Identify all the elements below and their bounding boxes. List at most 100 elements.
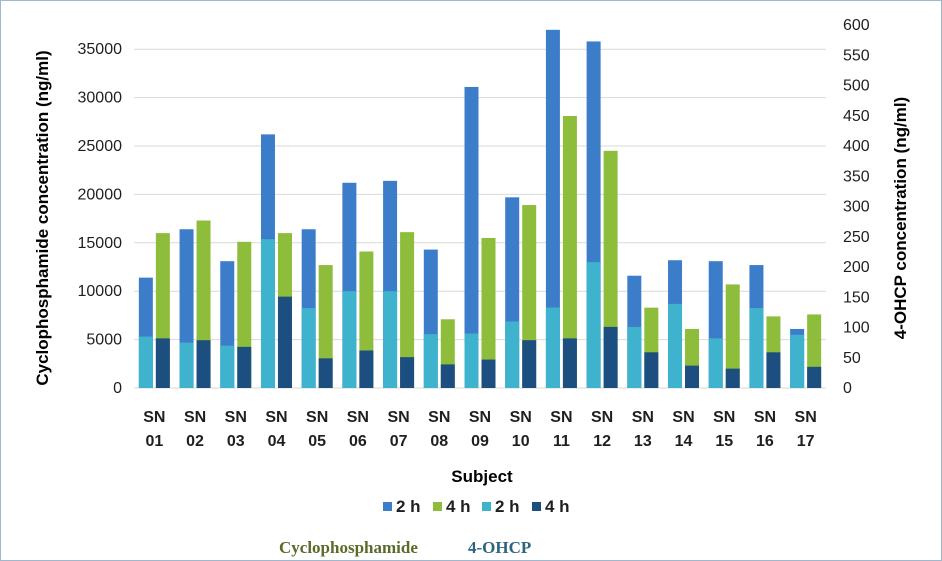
bar-4-ohcp-2h — [301, 308, 316, 388]
legend-swatch — [383, 502, 392, 511]
bars — [138, 29, 822, 389]
bar-4-ohcp-2h — [668, 303, 683, 388]
category-label-line1: SN — [550, 409, 572, 426]
category-label-line2: 03 — [227, 433, 245, 450]
legend-entry-label: 2 h — [396, 497, 421, 516]
category-label-line1: SN — [306, 409, 328, 426]
category-label-line2: 09 — [471, 433, 489, 450]
category-label-line1: SN — [672, 409, 694, 426]
category-label-line2: 01 — [145, 433, 163, 450]
bar-4-ohcp-4h — [237, 346, 252, 388]
y-tick-label: 15000 — [78, 235, 123, 252]
bar-cyclophosphamide-4h — [400, 232, 415, 388]
bar-4-ohcp-2h — [220, 345, 235, 388]
category-label-line2: 11 — [553, 433, 570, 450]
bar-4-ohcp-4h — [196, 340, 211, 388]
bar-4-ohcp-2h — [464, 333, 479, 388]
legend-group-notes: Cyclophosphamide 4-OHCP — [279, 538, 531, 557]
y2-tick-label: 50 — [843, 350, 861, 367]
bar-4-ohcp-4h — [318, 358, 333, 388]
bar-4-ohcp-2h — [423, 334, 438, 388]
y2-tick-label: 600 — [843, 17, 870, 34]
category-label-line2: 17 — [797, 433, 815, 450]
category-label-line1: SN — [754, 409, 776, 426]
bar-4-ohcp-2h — [790, 334, 805, 388]
y2-tick-label: 400 — [843, 138, 870, 155]
bar-4-ohcp-4h — [440, 364, 455, 388]
bar-4-ohcp-2h — [627, 326, 642, 388]
category-label-line2: 05 — [308, 433, 326, 450]
legend-entry-label: 2 h — [495, 497, 520, 516]
bar-4-ohcp-4h — [277, 296, 292, 388]
category-label-line1: SN — [469, 409, 491, 426]
bar-cyclophosphamide-4h — [562, 115, 577, 388]
y-axis-title: Cyclophosphamide concentration (ng/ml) — [33, 50, 52, 385]
right-axis-ticks: 0 50 100 150 200 250 300 350 400 450 500 550 600 — [843, 17, 870, 397]
legend-swatch — [532, 502, 541, 511]
bar-4-ohcp-4h — [725, 368, 740, 388]
category-labels: SN 01 SN 02 SN 03 SN 04 SN 05 SN 06 SN 07 SN 08 SN 09 SN 10… — [143, 409, 817, 450]
y2-tick-label: 450 — [843, 108, 870, 125]
category-label-line2: 02 — [186, 433, 204, 450]
bar-4-ohcp-2h — [749, 308, 764, 388]
y2-tick-label: 0 — [843, 380, 852, 397]
category-label-line1: SN — [713, 409, 735, 426]
category-label-line1: SN — [591, 409, 613, 426]
category-label-line1: SN — [347, 409, 369, 426]
y2-axis-title: 4-OHCP concentration (ng/ml) — [891, 97, 910, 339]
category-label-line1: SN — [225, 409, 247, 426]
bar-4-ohcp-2h — [138, 336, 153, 388]
y2-tick-label: 250 — [843, 229, 870, 246]
bar-cyclophosphamide-2h — [464, 86, 479, 389]
bar-4-ohcp-4h — [522, 340, 537, 388]
category-label-line2: 12 — [593, 433, 611, 450]
legend-swatch — [482, 502, 491, 511]
category-label-line1: SN — [387, 409, 409, 426]
legend-entry-label: 4 h — [545, 497, 570, 516]
category-label-line1: SN — [510, 409, 532, 426]
category-label-line1: SN — [795, 409, 817, 426]
y-tick-label: 0 — [113, 380, 122, 397]
bar-4-ohcp-2h — [586, 262, 601, 388]
category-label-line2: 04 — [268, 433, 286, 450]
category-label-line2: 10 — [512, 433, 530, 450]
bar-4-ohcp-4h — [400, 357, 415, 388]
y2-tick-label: 300 — [843, 199, 870, 216]
bar-4-ohcp-4h — [562, 338, 577, 388]
y2-tick-label: 500 — [843, 78, 870, 95]
legend-entry-label: 4 h — [446, 497, 471, 516]
bar-4-ohcp-4h — [481, 359, 496, 388]
category-label-line1: SN — [632, 409, 654, 426]
category-label-line2: 14 — [675, 433, 693, 450]
bar-cyclophosphamide-2h — [545, 29, 560, 389]
bar-cyclophosphamide-4h — [481, 237, 496, 388]
left-axis-ticks: 0 5000 10000 15000 20000 25000 30000 35000 — [78, 41, 123, 397]
category-label-line1: SN — [265, 409, 287, 426]
category-label-line1: SN — [428, 409, 450, 426]
legend-group-4-ohcp: 4-OHCP — [468, 538, 531, 557]
bar-4-ohcp-2h — [342, 291, 357, 388]
legend-swatch — [433, 502, 442, 511]
y2-tick-label: 150 — [843, 289, 870, 306]
category-label-line2: 08 — [430, 433, 448, 450]
y2-tick-label: 200 — [843, 259, 870, 276]
bar-4-ohcp-2h — [179, 342, 194, 388]
bar-4-ohcp-2h — [505, 321, 520, 388]
bar-4-ohcp-4h — [766, 352, 781, 388]
bar-4-ohcp-4h — [807, 366, 822, 388]
bar-cyclophosphamide-4h — [318, 265, 333, 388]
bar-4-ohcp-4h — [359, 350, 374, 388]
bar-4-ohcp-4h — [644, 352, 659, 388]
bar-4-ohcp-4h — [155, 338, 170, 388]
y-tick-label: 10000 — [78, 283, 123, 300]
y-tick-label: 35000 — [78, 41, 123, 58]
y2-tick-label: 100 — [843, 320, 870, 337]
category-label-line2: 13 — [634, 433, 652, 450]
bar-4-ohcp-4h — [685, 365, 700, 388]
category-label-line2: 16 — [756, 433, 774, 450]
bar-4-ohcp-2h — [545, 307, 560, 388]
bar-cyclophosphamide-4h — [725, 284, 740, 388]
category-label-line1: SN — [143, 409, 165, 426]
y2-tick-label: 350 — [843, 168, 870, 185]
